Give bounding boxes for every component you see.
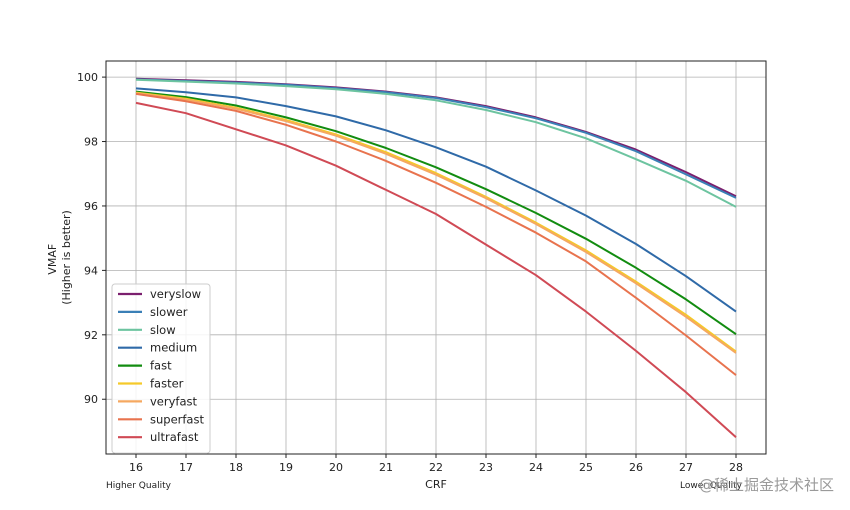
y-tick-label-92: 92 (84, 329, 98, 342)
y-axis-label-line-1: VMAF (46, 244, 59, 275)
legend-label-veryslow: veryslow (150, 287, 201, 301)
x-tick-label-27: 27 (679, 461, 693, 474)
legend-box (111, 283, 211, 454)
y-tick-label-98: 98 (84, 136, 98, 149)
x-tick-label-20: 20 (329, 461, 343, 474)
y-axis-label: VMAF (Higher is better) (46, 210, 73, 305)
x-axis-label: CRF (425, 478, 447, 491)
x-tick-label-25: 25 (579, 461, 593, 474)
series-line-fast (135, 90, 737, 336)
legend-label-slower: slower (150, 305, 188, 319)
legend-label-fast: fast (150, 359, 172, 373)
series-lines (135, 77, 737, 438)
x-tick-label-18: 18 (229, 461, 243, 474)
annotation-higher-quality: Higher Quality (106, 481, 172, 491)
x-tick-label-21: 21 (379, 461, 393, 474)
series-line-superfast (135, 92, 737, 376)
legend-label-veryfast: veryfast (150, 394, 198, 408)
grid-lines (106, 61, 766, 454)
x-tick-label-19: 19 (279, 461, 293, 474)
legend: veryslow slower slow medium fast faster veryfa… (111, 283, 211, 454)
legend-label-slow: slow (150, 323, 176, 337)
series-line-veryfast (135, 92, 737, 354)
series-line-ultrafast (135, 101, 737, 438)
x-tick-label-26: 26 (629, 461, 643, 474)
legend-label-faster: faster (150, 377, 184, 391)
x-tick-label-22: 22 (429, 461, 443, 474)
x-tick-label-16: 16 (129, 461, 143, 474)
y-tick-label-90: 90 (84, 393, 98, 406)
annotation-lower-quality: Lower Quality (680, 481, 743, 491)
x-tick-label-24: 24 (529, 461, 543, 474)
y-tick-label-96: 96 (84, 200, 98, 213)
legend-label-superfast: superfast (150, 412, 204, 426)
x-tick-label-23: 23 (479, 461, 493, 474)
x-tick-label-28: 28 (729, 461, 743, 474)
series-line-slow (135, 78, 737, 208)
y-axis-ticks: 90 92 94 96 98 100 (77, 71, 106, 406)
x-axis-ticks: 16 17 18 19 20 21 22 23 24 25 26 27 28 (129, 454, 743, 474)
series-line-medium (135, 87, 737, 313)
y-axis-label-line-2: (Higher is better) (60, 210, 73, 305)
legend-label-medium: medium (150, 341, 197, 355)
x-tick-label-17: 17 (179, 461, 193, 474)
y-tick-label-94: 94 (84, 264, 98, 277)
y-tick-label-100: 100 (77, 71, 98, 84)
watermark: @稀土掘金技术社区 (699, 476, 834, 494)
legend-label-ultrafast: ultrafast (150, 430, 199, 444)
